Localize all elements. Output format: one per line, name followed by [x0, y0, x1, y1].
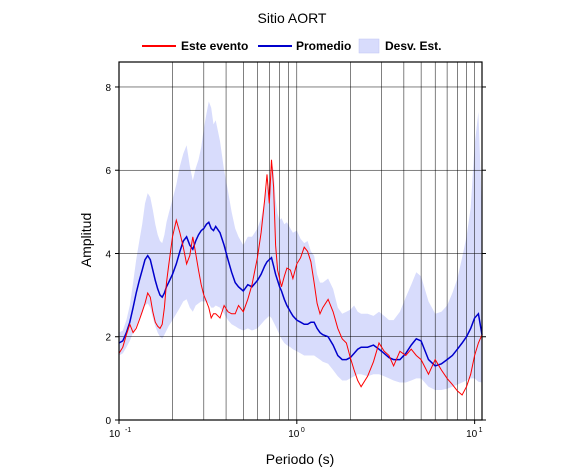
x-tick-label-exponent: 1	[479, 427, 483, 434]
series-desv-est-band	[119, 101, 482, 390]
plot-frame	[118, 61, 483, 421]
legend-swatch-desv-est	[358, 38, 380, 54]
chart-title: Sitio AORT	[258, 10, 327, 26]
x-tick-label-base: 10	[466, 429, 478, 440]
series-este-evento-line	[118, 159, 483, 396]
legend-label-desv-est: Desv. Est.	[385, 39, 441, 53]
y-tick-label: 6	[105, 166, 111, 177]
legend: Este evento Promedio Desv. Est.	[142, 38, 441, 54]
legend-label-promedio: Promedio	[296, 39, 351, 53]
x-tick-label-exponent: 0	[301, 427, 305, 434]
legend-label-este-evento: Este evento	[181, 39, 248, 53]
y-axis-label: Amplitud	[78, 213, 94, 267]
x-tick-label-base: 10	[288, 429, 300, 440]
y-tick-label: 8	[105, 83, 111, 94]
x-tick-label-base: 10	[109, 429, 121, 440]
x-tick-label-exponent: -1	[125, 427, 131, 434]
x-axis-label: Periodo (s)	[266, 451, 334, 467]
y-tick-label: 2	[105, 333, 111, 344]
y-tick-label: 0	[105, 416, 111, 427]
y-tick-label: 4	[105, 249, 111, 260]
